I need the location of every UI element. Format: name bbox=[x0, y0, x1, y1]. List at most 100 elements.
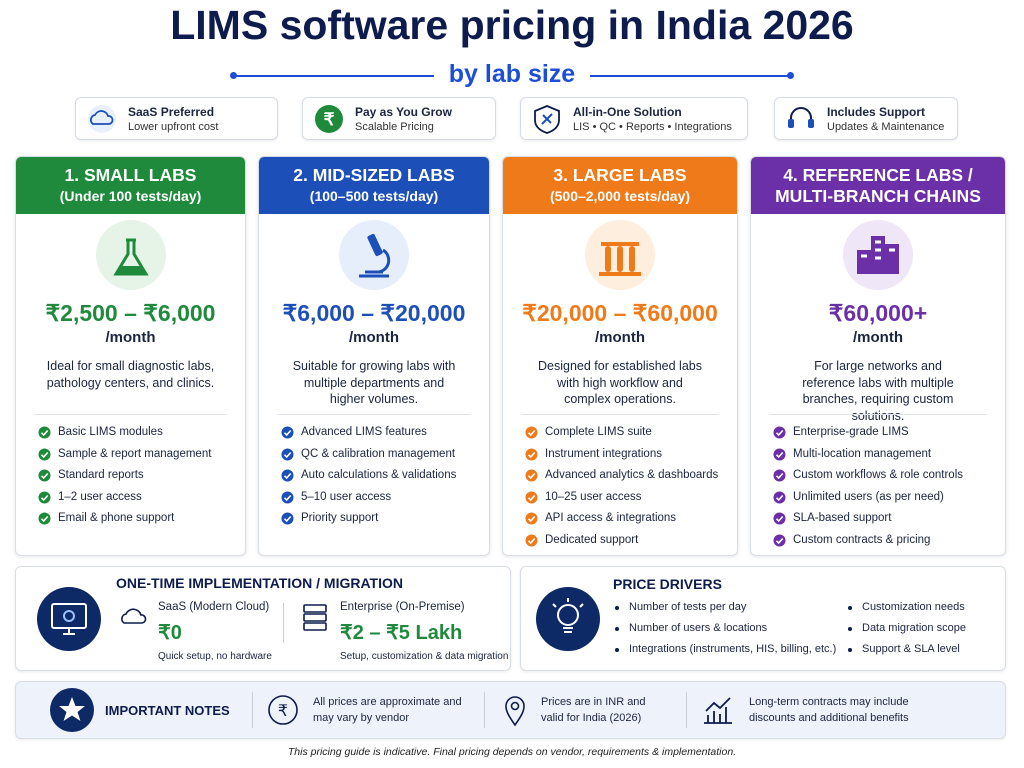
notes-title: IMPORTANT NOTES bbox=[105, 703, 230, 718]
tier-icon bbox=[339, 220, 409, 295]
drivers-icon bbox=[535, 586, 601, 657]
check-icon bbox=[773, 534, 786, 546]
tier-price: ₹60,000+ bbox=[828, 300, 928, 326]
check-icon bbox=[38, 448, 51, 460]
feature-text: API access & integrations bbox=[545, 512, 677, 524]
feature-text: 10–25 user access bbox=[545, 490, 642, 503]
feature-text: QC & calibration management bbox=[301, 447, 456, 460]
option-price: ₹0 bbox=[158, 622, 182, 644]
tier-header: 3. LARGE LABS (500–2,000 tests/day) bbox=[503, 157, 737, 214]
tier-card: 2. MID-SIZED LABS (100–500 tests/day) ₹6,0… bbox=[258, 156, 490, 556]
tier-header: 2. MID-SIZED LABS (100–500 tests/day) bbox=[259, 157, 489, 214]
badge-icon bbox=[788, 107, 814, 128]
check-icon bbox=[281, 448, 294, 460]
feature-text: Custom workflows & role controls bbox=[793, 469, 963, 481]
divider bbox=[769, 414, 987, 415]
driver-item: Data migration scope bbox=[862, 622, 966, 634]
tier-price: ₹20,000 – ₹60,000 bbox=[522, 300, 718, 326]
badge-title: SaaS Preferred bbox=[128, 105, 215, 119]
tier-header: 1. SMALL LABS (Under 100 tests/day) bbox=[16, 157, 245, 214]
driver-item: Integrations (instruments, HIS, billing,… bbox=[629, 643, 837, 655]
separator bbox=[283, 603, 284, 643]
badge-subtitle: Lower upfront cost bbox=[128, 121, 219, 133]
implementation-icon bbox=[36, 586, 102, 657]
tier-price: ₹6,000 – ₹20,000 bbox=[282, 300, 466, 326]
tier-icon-svg bbox=[843, 220, 913, 290]
separator bbox=[252, 692, 253, 728]
tier-period: /month bbox=[105, 329, 156, 346]
badge-title: Pay as You Grow bbox=[355, 105, 452, 119]
badge: ₹ Pay as You Grow Scalable Pricing bbox=[302, 97, 496, 140]
bullet bbox=[615, 606, 619, 610]
feature-text: Multi-location management bbox=[793, 447, 932, 460]
check-icon bbox=[525, 512, 538, 525]
check-icon bbox=[525, 469, 538, 482]
option-name: SaaS (Modern Cloud) bbox=[158, 601, 270, 613]
check-icon bbox=[525, 426, 538, 439]
badge: Includes Support Updates & Maintenance bbox=[774, 97, 958, 140]
check-icon bbox=[281, 491, 294, 503]
tier-icon bbox=[95, 220, 166, 295]
feature-text: Standard reports bbox=[58, 469, 144, 481]
option-icon-svg bbox=[303, 604, 327, 631]
tier-card: 3. LARGE LABS (500–2,000 tests/day) ₹20,00… bbox=[502, 156, 738, 556]
feature-text: Advanced analytics & dashboards bbox=[545, 469, 719, 481]
drivers-icon-svg bbox=[536, 587, 600, 651]
tier-heading: 3. LARGE LABS bbox=[553, 165, 687, 185]
option-name: Enterprise (On-Premise) bbox=[340, 601, 465, 613]
check-icon bbox=[38, 469, 51, 482]
check-icon bbox=[773, 448, 786, 460]
tier-subheading: (500–2,000 tests/day) bbox=[549, 188, 691, 204]
badge-subtitle: LIS • QC • Reports • Integrations bbox=[573, 121, 732, 133]
option-icon bbox=[118, 601, 148, 638]
check-icon bbox=[773, 491, 786, 503]
tier-subheading: (Under 100 tests/day) bbox=[59, 188, 202, 204]
rule bbox=[234, 75, 434, 77]
option-icon-svg bbox=[121, 608, 147, 624]
tier-price: ₹2,500 – ₹6,000 bbox=[45, 300, 216, 326]
check-icon bbox=[38, 426, 51, 439]
separator bbox=[686, 692, 687, 728]
feature-text: Sample & report management bbox=[58, 447, 212, 460]
feature-text: Complete LIMS suite bbox=[545, 426, 652, 438]
check-icon bbox=[525, 448, 538, 460]
note-text: All prices are approximate and may vary … bbox=[313, 696, 462, 724]
tier-heading: 1. SMALL LABS bbox=[64, 165, 197, 185]
tier-icon-svg bbox=[339, 220, 409, 290]
tier-header: 4. REFERENCE LABS / MULTI-BRANCH CHAINS bbox=[751, 157, 1005, 214]
rule-dot bbox=[230, 72, 237, 79]
badge-title: Includes Support bbox=[827, 105, 926, 119]
bullet bbox=[848, 648, 852, 652]
badge-icon bbox=[88, 105, 116, 133]
separator bbox=[484, 692, 485, 728]
feature-text: Basic LIMS modules bbox=[58, 426, 163, 438]
tier-period: /month bbox=[595, 329, 645, 346]
tier-period: /month bbox=[349, 329, 399, 346]
badge-icon bbox=[534, 105, 560, 134]
check-icon bbox=[525, 491, 538, 503]
svg-text:₹: ₹ bbox=[324, 110, 335, 129]
implementation-icon-svg bbox=[37, 587, 101, 651]
note-icon-svg bbox=[704, 697, 732, 724]
feature-text: Email & phone support bbox=[58, 512, 175, 524]
bullet bbox=[615, 648, 619, 652]
feature-text: Custom contracts & pricing bbox=[793, 533, 931, 546]
tier-description: Ideal for small diagnostic labs, patholo… bbox=[46, 359, 215, 390]
tier-icon bbox=[585, 220, 655, 295]
subtitle: by lab size bbox=[448, 60, 576, 88]
badge-subtitle: Scalable Pricing bbox=[355, 121, 434, 133]
rule bbox=[590, 75, 790, 77]
driver-item: Number of tests per day bbox=[629, 601, 747, 613]
feature-text: Instrument integrations bbox=[545, 447, 662, 460]
check-icon bbox=[38, 491, 51, 503]
check-icon bbox=[38, 512, 51, 525]
badge: SaaS Preferred Lower upfront cost bbox=[75, 97, 278, 140]
tier-icon bbox=[843, 220, 913, 295]
divider bbox=[277, 414, 471, 415]
badge-subtitle: Updates & Maintenance bbox=[827, 121, 945, 133]
rule-dot bbox=[787, 72, 794, 79]
feature-text: 5–10 user access bbox=[301, 490, 392, 503]
tier-description: Suitable for growing labs with multiple … bbox=[292, 359, 456, 406]
badge-title: All-in-One Solution bbox=[573, 105, 682, 119]
